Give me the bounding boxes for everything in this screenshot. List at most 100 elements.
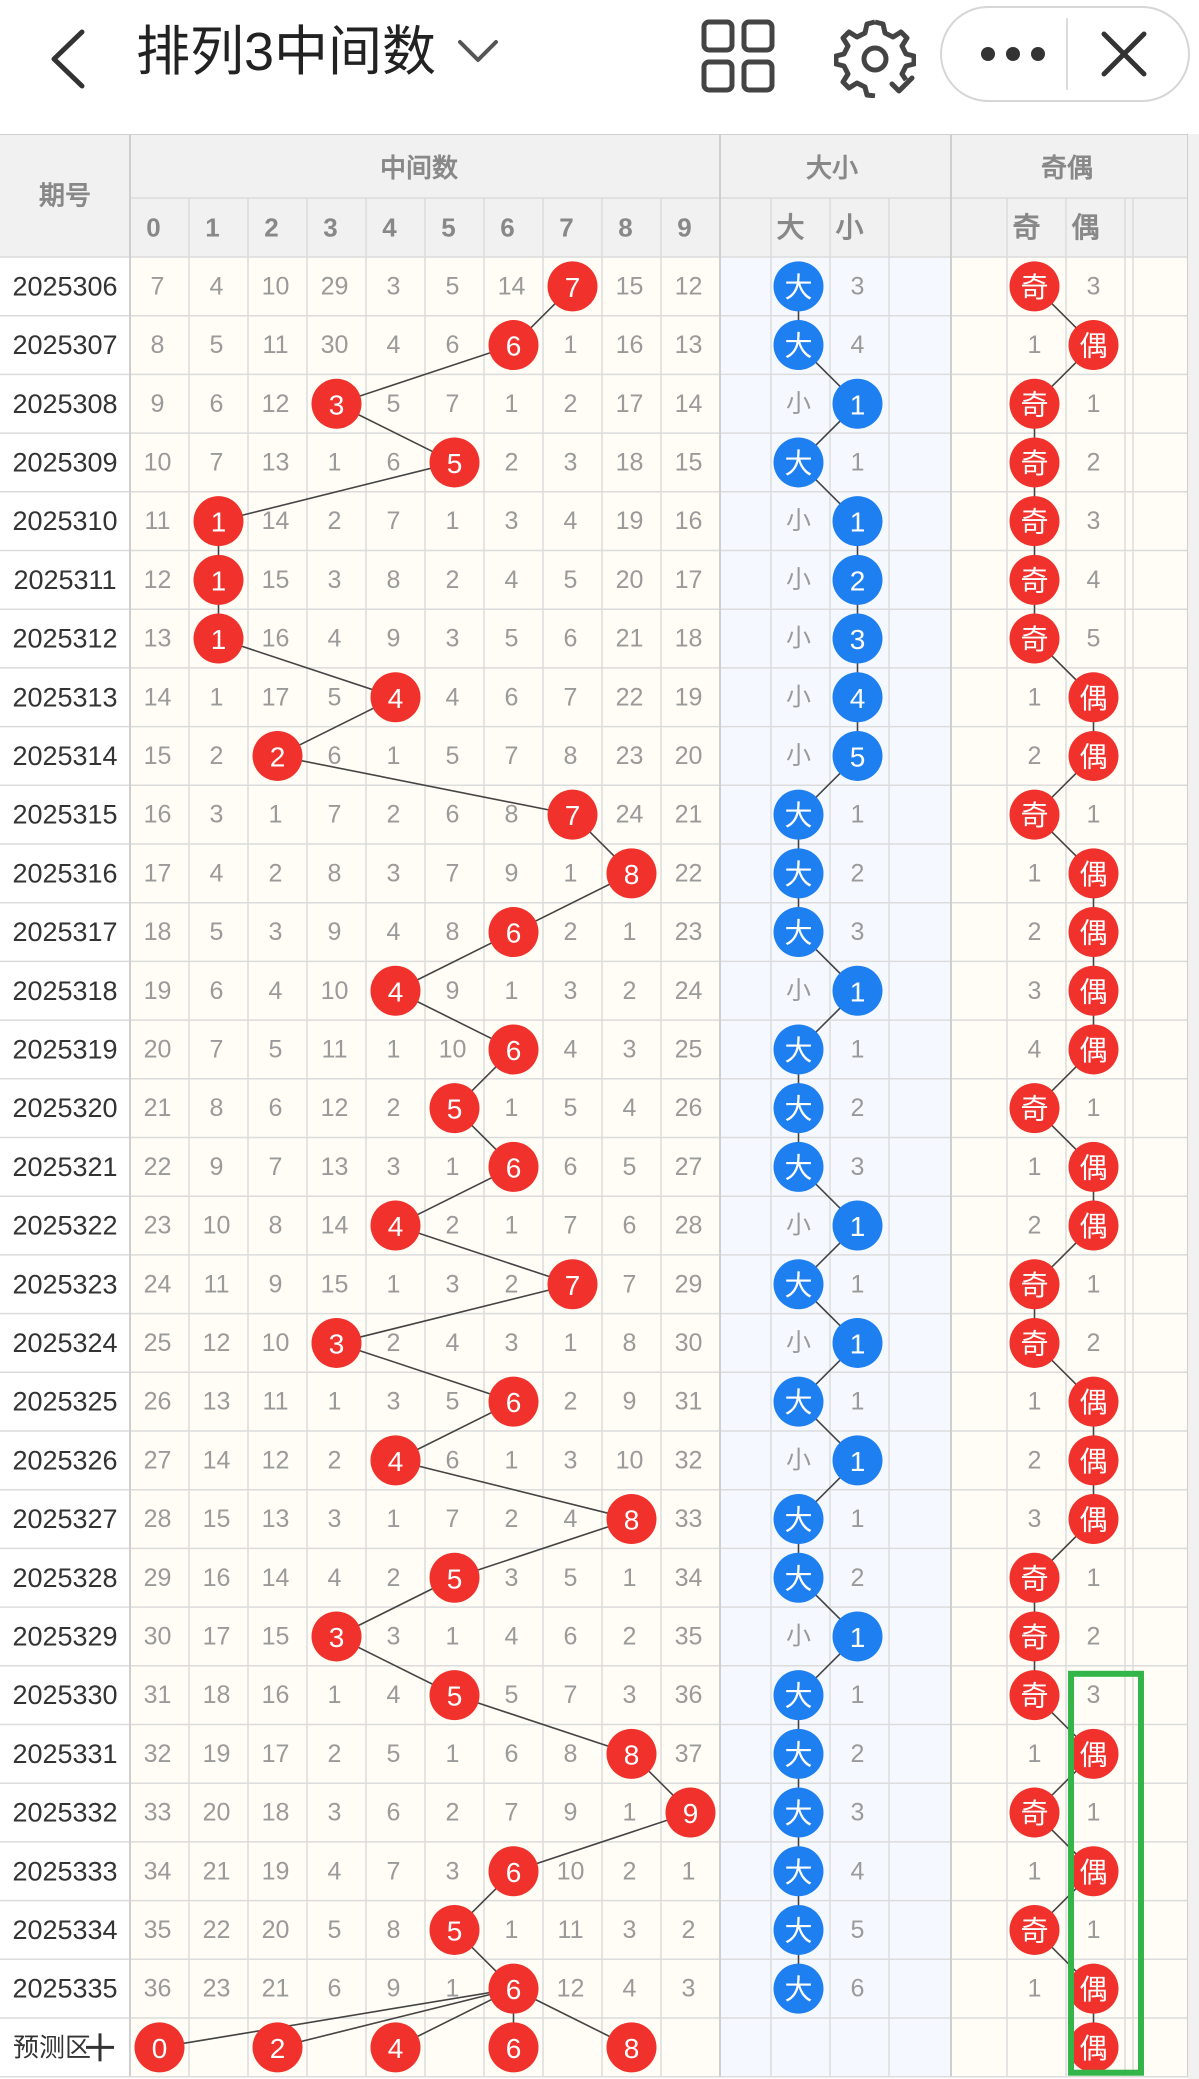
mid-miss-count: 7 xyxy=(387,507,401,535)
odd-hit-ball xyxy=(1009,554,1060,605)
mid-miss-count: 35 xyxy=(144,1916,172,1944)
mid-miss-count: 19 xyxy=(203,1740,231,1768)
size-hit: 1 xyxy=(850,1446,866,1477)
size-hit-ball xyxy=(832,496,883,547)
digit-header-4: 4 xyxy=(382,213,397,243)
odd-hit-ball xyxy=(1068,1963,1119,2014)
mid-miss-count: 6 xyxy=(564,625,578,653)
odd-miss-count: 1 xyxy=(1028,683,1042,711)
size-hit-ball xyxy=(832,613,883,664)
odd-miss-count: 2 xyxy=(1087,1622,1101,1650)
mid-miss-count: 30 xyxy=(675,1329,703,1357)
mid-miss-count: 6 xyxy=(269,1094,283,1122)
odd-hit: 奇 xyxy=(1020,448,1048,479)
gear-icon[interactable] xyxy=(834,16,916,98)
back-arrow-icon[interactable] xyxy=(44,28,94,90)
odd-miss-count: 1 xyxy=(1028,1975,1042,2003)
mid-miss-count: 3 xyxy=(505,507,519,535)
size-hit-ball xyxy=(832,730,883,781)
mid-miss-count: 13 xyxy=(262,448,290,476)
mid-miss-count: 20 xyxy=(675,742,703,770)
grid-icon[interactable] xyxy=(700,18,776,94)
mid-miss-count: 6 xyxy=(505,1740,519,1768)
mid-miss-count: 1 xyxy=(446,1622,460,1650)
odd-hit-ball xyxy=(1009,378,1060,429)
mid-miss-count: 23 xyxy=(616,742,644,770)
mid-hit: 7 xyxy=(565,800,581,831)
mid-miss-count: 1 xyxy=(387,742,401,770)
mid-miss-count: 14 xyxy=(262,1564,290,1592)
mid-miss-count: 7 xyxy=(151,272,165,300)
mid-miss-count: 6 xyxy=(564,1622,578,1650)
mid-miss-count: 5 xyxy=(623,1153,637,1181)
mid-miss-count: 8 xyxy=(623,1329,637,1357)
mid-miss-count: 3 xyxy=(446,1270,460,1298)
add-icon[interactable] xyxy=(86,2033,114,2062)
mid-miss-count: 2 xyxy=(564,1388,578,1416)
mid-hit-ball xyxy=(370,1200,421,1251)
digit-header-9: 9 xyxy=(677,213,691,243)
mid-miss-count: 4 xyxy=(328,1564,342,1592)
predict-ball-ball xyxy=(252,2022,303,2073)
mid-trend-line xyxy=(513,1811,691,1873)
mid-miss-count: 4 xyxy=(564,1505,578,1533)
mid-miss-count: 1 xyxy=(505,1094,519,1122)
mid-miss-count: 7 xyxy=(446,859,460,887)
mid-hit-ball xyxy=(606,1728,657,1779)
mid-miss-count: 1 xyxy=(623,1799,637,1827)
odd-group-header: 奇偶 xyxy=(1041,153,1093,183)
predict-ball-ball xyxy=(370,2022,421,2073)
trend-table: 期号中间数 大小 奇偶0 1 2 3 4 5 6 7 8 9 大小奇偶2025306 7 4 10 29 3 5 14… xyxy=(0,134,1189,2078)
mid-miss-count: 1 xyxy=(623,1564,637,1592)
mid-miss-count: 23 xyxy=(675,918,703,946)
mid-miss-count: 4 xyxy=(505,1622,519,1650)
issue-number: 2025326 xyxy=(12,1445,117,1475)
mid-miss-count: 7 xyxy=(623,1270,637,1298)
mid-miss-count: 19 xyxy=(616,507,644,535)
mid-miss-count: 3 xyxy=(387,1622,401,1650)
mid-miss-count: 2 xyxy=(446,566,460,594)
mid-miss-count: 3 xyxy=(623,1916,637,1944)
mid-miss-count: 11 xyxy=(558,1916,584,1944)
mid-miss-count: 5 xyxy=(505,625,519,653)
odd-hit: 奇 xyxy=(1020,1270,1048,1301)
mid-miss-count: 16 xyxy=(616,331,644,359)
close-icon[interactable] xyxy=(1098,28,1150,80)
mid-miss-count: 1 xyxy=(505,1446,519,1474)
mid-miss-count: 4 xyxy=(505,566,519,594)
chevron-down-icon[interactable] xyxy=(456,36,500,66)
mid-miss-count: 6 xyxy=(328,1975,342,2003)
odd-miss-count: 4 xyxy=(1028,1035,1042,1063)
issue-number: 2025323 xyxy=(12,1269,117,1299)
odd-hit: 偶 xyxy=(1079,1035,1107,1066)
mid-trend-line xyxy=(218,461,455,522)
mid-miss-count: 4 xyxy=(623,1975,637,2003)
page-title[interactable]: 排列3中间数 xyxy=(136,22,437,82)
mid-hit: 9 xyxy=(683,1798,699,1829)
mid-miss-count: 1 xyxy=(387,1035,401,1063)
mid-hit-ball xyxy=(370,1435,421,1486)
mid-miss-count: 5 xyxy=(564,1094,578,1122)
size-hit: 大 xyxy=(784,1798,812,1829)
size-hit-ball xyxy=(773,1024,824,1075)
mid-trend-line xyxy=(336,344,514,405)
mid-miss-count: 15 xyxy=(262,1622,290,1650)
size-miss-count: 3 xyxy=(851,918,865,946)
mid-miss-count: 8 xyxy=(210,1094,224,1122)
odd-hit: 偶 xyxy=(1079,683,1107,714)
mid-miss-count: 5 xyxy=(446,1388,460,1416)
mid-miss-count: 32 xyxy=(144,1740,172,1768)
odd-miss-count: 1 xyxy=(1087,1799,1101,1827)
mid-hit: 5 xyxy=(447,1094,463,1125)
mid-miss-count: 4 xyxy=(387,1681,401,1709)
mid-hit-ball xyxy=(547,1259,598,1310)
more-icon[interactable] xyxy=(978,36,1048,72)
mid-miss-count: 4 xyxy=(446,1329,460,1357)
mid-miss-count: 16 xyxy=(262,1681,290,1709)
odd-miss-count: 2 xyxy=(1028,1212,1042,1240)
mid-miss-count: 34 xyxy=(675,1564,703,1592)
mid-hit: 6 xyxy=(506,1035,522,1066)
odd-hit: 奇 xyxy=(1020,1094,1048,1125)
mid-miss-count: 3 xyxy=(564,977,578,1005)
size-hit: 3 xyxy=(850,624,866,655)
